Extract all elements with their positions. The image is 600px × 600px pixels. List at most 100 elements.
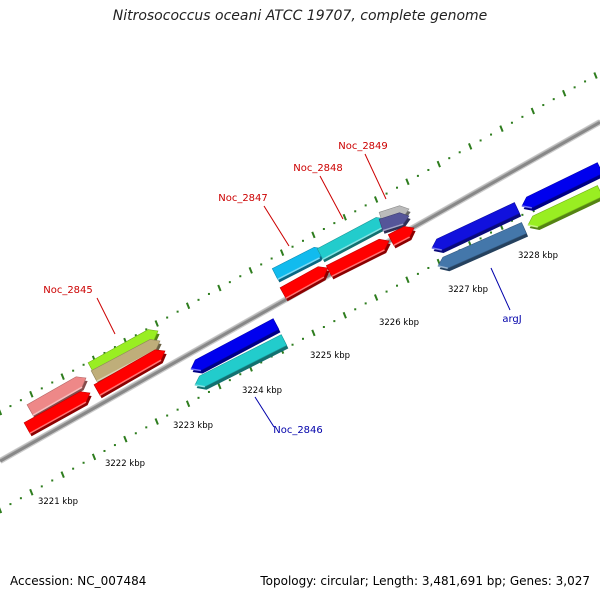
minor-tick xyxy=(542,104,545,107)
scale-label: 3227 kbp xyxy=(448,285,488,295)
minor-tick xyxy=(584,80,587,83)
major-tick xyxy=(405,276,410,284)
major-tick xyxy=(436,160,441,168)
minor-tick xyxy=(51,479,54,482)
label-leaders xyxy=(96,153,511,428)
leader-line xyxy=(96,297,116,335)
major-tick xyxy=(279,249,285,256)
minor-tick xyxy=(239,373,242,376)
minor-tick xyxy=(197,396,200,399)
major-tick xyxy=(185,302,191,310)
scale-label: 3222 kbp xyxy=(105,459,145,469)
major-tick xyxy=(373,294,379,301)
feature-arrows xyxy=(23,162,600,437)
labels: 3221 kbp 3222 kbp 3223 kbp 3224 kbp 3225 kbp… xyxy=(38,141,558,507)
major-tick xyxy=(342,311,347,319)
gene-label-noc_2848: Noc_2848 xyxy=(293,163,343,174)
major-tick xyxy=(60,373,65,380)
accession-text: Accession: NC_007484 xyxy=(10,574,147,588)
minor-tick xyxy=(396,284,399,287)
major-tick xyxy=(311,329,316,337)
minor-tick xyxy=(113,346,116,349)
minor-tick xyxy=(416,272,419,275)
minor-tick xyxy=(427,266,430,269)
gene-noc_2845-arrow xyxy=(93,349,167,399)
minor-tick xyxy=(145,426,148,429)
map-title: Nitrosococcus oceani ATCC 19707, complet… xyxy=(112,8,488,24)
gene-argj-arrow xyxy=(437,222,529,272)
gene-label-argj: argJ xyxy=(502,314,521,325)
minor-tick xyxy=(197,298,200,301)
leader-line xyxy=(319,175,344,220)
minor-tick xyxy=(479,139,482,142)
genome-stats: Topology: circular; Length: 3,481,691 bp… xyxy=(260,574,590,588)
major-tick xyxy=(0,409,3,416)
minor-tick xyxy=(19,399,22,402)
minor-tick xyxy=(228,379,231,382)
scale-label: 3221 kbp xyxy=(38,497,78,507)
major-tick xyxy=(468,142,473,150)
leader-line xyxy=(263,205,290,247)
gene-noc_2845-arrow xyxy=(90,339,162,385)
gene-noc_2845-arrow xyxy=(23,391,92,437)
major-tick xyxy=(562,89,567,97)
gene-argj-arrow xyxy=(431,202,522,254)
minor-tick xyxy=(552,98,555,101)
gene-noc_2848-arrow xyxy=(325,238,391,280)
minor-tick xyxy=(72,467,75,470)
minor-tick xyxy=(103,351,106,354)
scale-label: 3226 kbp xyxy=(379,318,419,328)
minor-tick xyxy=(9,503,12,506)
minor-tick xyxy=(385,290,388,293)
minor-tick xyxy=(354,308,357,311)
gene-noc_2849-arrow xyxy=(378,212,411,234)
tick-marks xyxy=(0,72,598,514)
gene-noc_2846-arrow xyxy=(190,318,281,374)
minor-tick xyxy=(82,363,85,366)
gene-noc_2845-arrow xyxy=(26,376,88,419)
minor-tick xyxy=(458,151,461,154)
minor-tick xyxy=(113,444,116,447)
gene-argj-arrow xyxy=(521,162,600,211)
major-tick xyxy=(530,107,535,115)
major-tick xyxy=(311,231,316,239)
minor-tick xyxy=(239,275,242,278)
major-tick xyxy=(499,125,504,133)
scale-label: 3228 kbp xyxy=(518,251,558,261)
minor-tick xyxy=(40,387,43,390)
minor-tick xyxy=(521,115,524,118)
major-tick xyxy=(593,72,598,79)
minor-tick xyxy=(510,121,513,124)
leader-line xyxy=(364,153,387,200)
minor-tick xyxy=(521,213,524,216)
minor-tick xyxy=(19,497,22,500)
minor-tick xyxy=(364,204,367,207)
minor-tick xyxy=(301,337,304,340)
gene-label-noc_2849: Noc_2849 xyxy=(338,141,388,152)
minor-tick xyxy=(40,485,43,488)
minor-tick xyxy=(207,390,210,393)
gene-label-noc_2847: Noc_2847 xyxy=(218,193,268,204)
major-tick xyxy=(185,400,191,408)
minor-tick xyxy=(396,186,399,189)
minor-tick xyxy=(103,449,106,452)
gene-noc_2849-arrow xyxy=(387,226,416,249)
major-tick xyxy=(217,284,222,292)
minor-tick xyxy=(82,461,85,464)
major-tick xyxy=(405,178,410,186)
minor-tick xyxy=(333,320,336,323)
minor-tick xyxy=(260,263,263,266)
minor-tick xyxy=(291,245,294,248)
gene-label-noc_2846: Noc_2846 xyxy=(273,425,323,436)
minor-tick xyxy=(322,228,325,231)
minor-tick xyxy=(228,281,231,284)
gene-noc_2848-arrow xyxy=(316,217,388,263)
minor-tick xyxy=(416,174,419,177)
minor-tick xyxy=(260,361,263,364)
major-tick xyxy=(60,471,65,478)
major-tick xyxy=(91,453,97,461)
scale-label: 3224 kbp xyxy=(242,386,282,396)
minor-tick xyxy=(291,343,294,346)
minor-tick xyxy=(176,408,179,411)
minor-tick xyxy=(322,326,325,329)
